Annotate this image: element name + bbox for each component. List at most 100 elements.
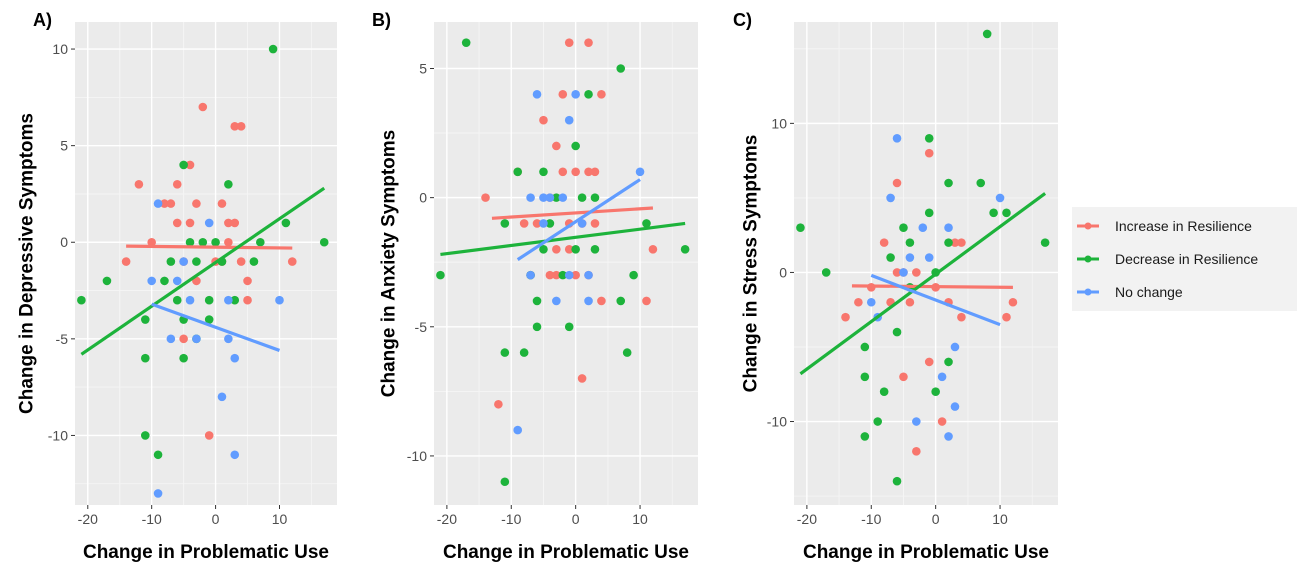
data-point [937,417,947,426]
data-point [860,432,870,441]
data-point [552,193,561,202]
data-point [577,374,587,383]
data-point [217,199,227,208]
regression-line [870,273,1001,327]
data-point [243,276,252,286]
data-point [147,237,156,247]
data-point [236,257,246,266]
data-point [995,193,1005,203]
data-point [577,193,587,202]
data-point [571,244,580,254]
x-tick-label: -10 [861,511,881,527]
data-point [166,334,176,344]
data-point [552,244,561,254]
y-tick-label: -10 [767,414,787,430]
plot-background [434,22,698,505]
data-point [134,179,144,189]
data-point [192,334,201,344]
data-point [198,237,208,247]
data-point [564,270,574,280]
data-point [590,193,600,202]
data-point [912,268,921,277]
chart-panel-1: -20 -10 0 10 10 5 0 -5 -10 Change in Problematic … [17,10,337,563]
data-point [153,199,163,208]
data-point [204,218,214,228]
data-point [796,223,805,233]
data-point [860,372,870,382]
data-point [924,208,934,218]
y-tick-label: 5 [419,60,427,76]
data-point [185,218,195,228]
data-point [957,312,966,322]
data-point [860,342,870,352]
legend: Increase in Resilience Decrease in Resili… [1072,207,1297,311]
data-point [841,312,850,322]
legend-item: Increase in Resilience [1077,218,1252,234]
x-tick-label: -10 [501,511,521,527]
plot-background [794,22,1058,505]
data-point [571,90,580,99]
data-point [1002,312,1011,322]
data-point [287,257,297,266]
data-point [539,219,548,228]
y-axis-title: Change in Stress Symptoms [741,135,762,393]
legend-label: No change [1115,284,1183,300]
data-point [558,270,568,280]
data-point [436,270,445,280]
data-point [590,167,600,177]
data-point [532,296,542,306]
legend-item: No change [1077,284,1183,300]
data-point [230,450,240,460]
data-point [153,450,163,460]
data-point [224,218,233,228]
data-point [461,38,471,47]
legend-point-key [1084,255,1092,263]
y-tick-label: 0 [419,190,427,206]
data-point [905,297,915,307]
data-point [545,219,555,228]
data-point [957,238,966,247]
data-point [558,193,568,202]
legend-label: Increase in Resilience [1115,218,1252,234]
regression-line [516,178,641,261]
y-axis-title: Change in Depressive Symptoms [17,113,38,414]
data-point [526,193,535,202]
data-point [886,193,895,203]
data-point [866,297,876,307]
data-point [275,295,284,305]
y-tick-label: 10 [52,41,68,57]
data-point [192,257,201,266]
data-point [944,178,953,188]
y-tick-label: 10 [771,115,787,131]
y-tick-label: 5 [60,138,68,154]
x-axis-title: Change in Problematic Use [443,542,689,563]
data-point [879,238,889,247]
data-point [519,348,529,357]
legend-point-key [1084,288,1092,296]
data-point [268,44,278,54]
data-point [513,425,523,435]
data-point [552,141,561,151]
data-point [243,295,252,305]
data-point [77,295,86,305]
y-axis-title: Change in Anxiety Symptoms [379,130,400,397]
data-point [166,257,176,266]
data-point [160,199,169,208]
data-point [558,167,568,177]
data-point [892,133,902,143]
data-point [102,276,112,286]
data-point [571,270,580,280]
data-point [513,167,523,177]
data-point [892,476,902,486]
data-point [1002,208,1011,218]
data-point [886,253,895,262]
data-point [577,219,587,228]
panel-label: A) [33,10,52,30]
data-point [564,38,574,47]
data-point [153,489,163,498]
data-point [597,296,606,306]
data-point [924,148,934,158]
data-point [147,276,156,286]
data-point [931,387,940,397]
data-point [950,402,960,411]
